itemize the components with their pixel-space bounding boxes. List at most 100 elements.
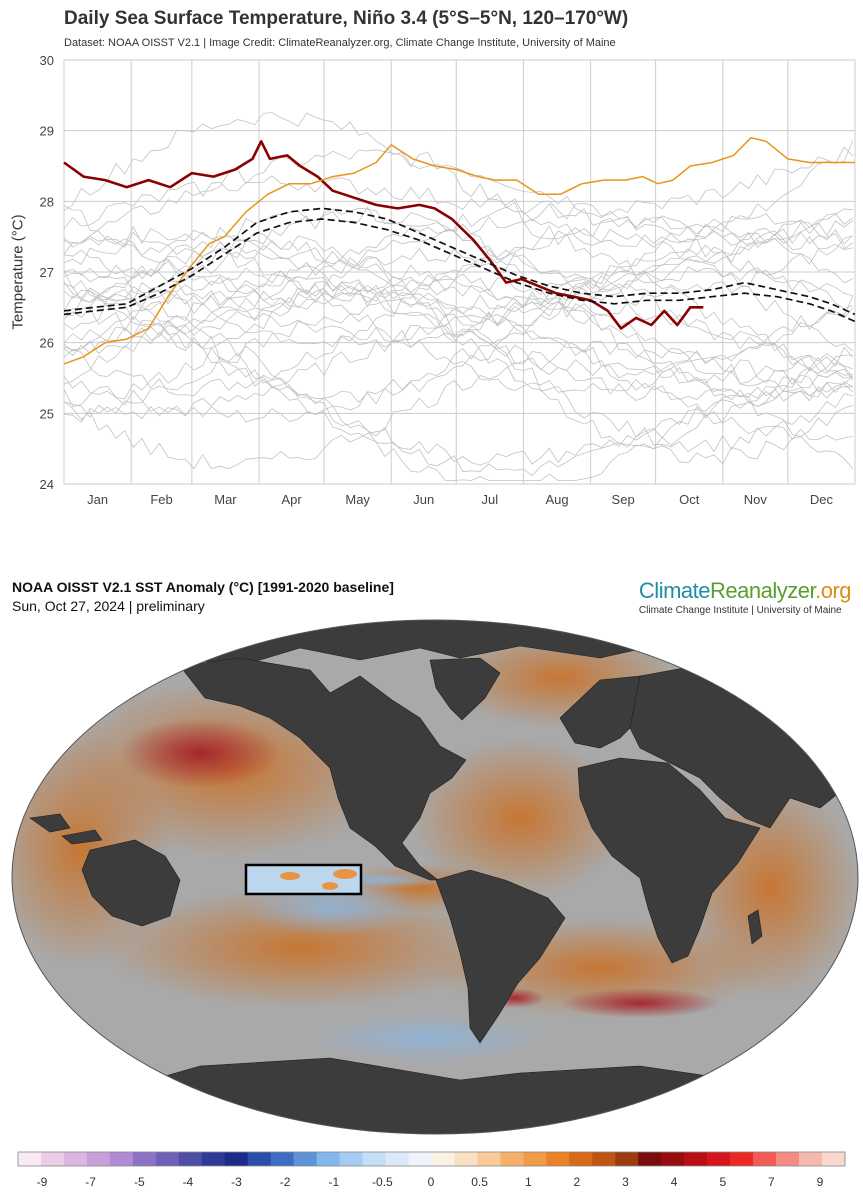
australia — [81, 839, 181, 927]
map-date: Sun, Oct 27, 2024 | preliminary — [12, 598, 205, 614]
logo-text-part: Reanalyzer — [710, 578, 816, 603]
colorbar-swatch — [822, 1152, 846, 1166]
logo-text-part: .org — [815, 578, 851, 603]
x-tick-label: Sep — [612, 492, 635, 507]
colorbar-swatch — [730, 1152, 754, 1166]
colorbar-swatch — [385, 1152, 409, 1166]
madagascar — [747, 909, 763, 945]
y-tick-label: 29 — [40, 124, 54, 139]
y-tick-label: 30 — [40, 53, 54, 68]
colorbar-swatch — [86, 1152, 111, 1166]
colorbar-swatch — [270, 1152, 294, 1166]
x-tick-label: May — [345, 492, 370, 507]
x-tick-label: Nov — [744, 492, 768, 507]
colorbar-swatch — [615, 1152, 639, 1166]
logo-text-part: Climate — [638, 578, 711, 603]
historical-year-line — [63, 295, 854, 481]
historical-year-line — [63, 205, 853, 310]
colorbar-label: -3 — [231, 1175, 242, 1189]
colorbar-swatch — [776, 1152, 800, 1166]
colorbar-label: -7 — [85, 1175, 96, 1189]
historical-year-line — [63, 206, 853, 316]
historical-year-line — [63, 279, 854, 385]
colorbar-swatch — [362, 1152, 386, 1166]
x-tick-label: Apr — [281, 492, 302, 507]
x-tick-label: Aug — [545, 492, 568, 507]
colorbar-labels: -9 -7 -5 -4 -3 -2 -1 -0.5 0 0.5 1 2 3 4 5 7 9 — [37, 1175, 824, 1189]
historical-year-line — [63, 207, 854, 403]
logo-subtitle: Climate Change Institute | University of… — [638, 605, 842, 616]
x-tick-label: Feb — [150, 492, 172, 507]
colorbar-swatch — [316, 1152, 340, 1166]
colorbar-swatches — [17, 1151, 846, 1167]
line-chart: 24 25 26 27 28 29 30 Jan Feb Mar Apr May Jun Jul Aug Se… — [40, 53, 856, 507]
map-frame — [11, 619, 859, 1135]
logo-wordmark: ClimateReanalyzer.org — [638, 578, 852, 604]
chart-ticks: 24 25 26 27 28 29 30 Jan Feb Mar Apr May Jun Jul Aug Se… — [40, 53, 834, 507]
colorbar-swatch — [569, 1152, 593, 1166]
colorbar-swatch — [109, 1152, 134, 1166]
x-tick-label: Jan — [87, 492, 108, 507]
historical-year-line — [63, 213, 854, 295]
x-tick-label: Jul — [482, 492, 499, 507]
chart-series — [63, 136, 856, 365]
y-tick-label: 26 — [40, 336, 54, 351]
colorbar: -9 -7 -5 -4 -3 -2 -1 -0.5 0 0.5 1 2 3 4 5 7 9 — [17, 1151, 846, 1189]
colorbar-label: 0.5 — [471, 1175, 488, 1189]
chart-title: Daily Sea Surface Temperature, Niño 3.4 … — [64, 8, 629, 29]
colorbar-swatch — [707, 1152, 731, 1166]
x-tick-label: Mar — [214, 492, 237, 507]
historical-year-line — [63, 340, 854, 470]
chart-subtitle: Dataset: NOAA OISST V2.1 | Image Credit:… — [64, 37, 616, 49]
colorbar-label: 2 — [574, 1175, 581, 1189]
colorbar-swatch — [454, 1152, 478, 1166]
colorbar-label: 9 — [817, 1175, 824, 1189]
historical-years — [63, 112, 854, 481]
colorbar-swatch — [63, 1152, 88, 1166]
historical-year-line — [63, 236, 853, 343]
colorbar-label: -4 — [183, 1175, 194, 1189]
colorbar-swatch — [477, 1152, 501, 1166]
colorbar-swatch — [178, 1152, 203, 1166]
historical-year-line — [63, 287, 853, 401]
colorbar-label: -0.5 — [372, 1175, 393, 1189]
colorbar-label: -1 — [328, 1175, 339, 1189]
colorbar-swatch — [753, 1152, 777, 1166]
colorbar-label: -9 — [37, 1175, 48, 1189]
south-america — [435, 869, 566, 1044]
historical-year-line — [63, 276, 853, 399]
colorbar-label: -5 — [134, 1175, 145, 1189]
colorbar-swatch — [339, 1152, 363, 1166]
climate-reanalyzer-logo: ClimateReanalyzer.org Climate Change Ins… — [638, 578, 852, 616]
colorbar-swatch — [431, 1152, 455, 1166]
historical-year-line — [63, 244, 853, 465]
historical-year-line — [63, 247, 854, 379]
colorbar-label: 7 — [768, 1175, 775, 1189]
indonesia — [29, 813, 103, 845]
colorbar-swatch — [247, 1152, 271, 1166]
africa — [577, 757, 761, 964]
colorbar-swatch — [224, 1152, 249, 1166]
map-title: NOAA OISST V2.1 SST Anomaly (°C) [1991-2… — [12, 579, 394, 595]
climatology-line — [63, 207, 856, 316]
colorbar-label: 5 — [719, 1175, 726, 1189]
colorbar-swatch — [684, 1152, 708, 1166]
north-america — [179, 657, 467, 881]
historical-year-line — [63, 229, 854, 379]
colorbar-swatch — [155, 1152, 180, 1166]
colorbar-swatch — [638, 1152, 662, 1166]
x-tick-label: Jun — [413, 492, 434, 507]
colorbar-swatch — [592, 1152, 616, 1166]
colorbar-swatch — [661, 1152, 685, 1166]
historical-year-line — [63, 227, 854, 397]
colorbar-swatch — [40, 1152, 65, 1166]
previous-year-line — [63, 136, 855, 365]
x-tick-label: Oct — [679, 492, 700, 507]
colorbar-frame — [17, 1151, 846, 1167]
historical-year-line — [63, 112, 854, 247]
colorbar-label: 3 — [622, 1175, 629, 1189]
y-tick-label: 24 — [40, 477, 54, 492]
colorbar-label: 4 — [671, 1175, 678, 1189]
historical-year-line — [63, 302, 853, 420]
colorbar-label: 0 — [428, 1175, 435, 1189]
